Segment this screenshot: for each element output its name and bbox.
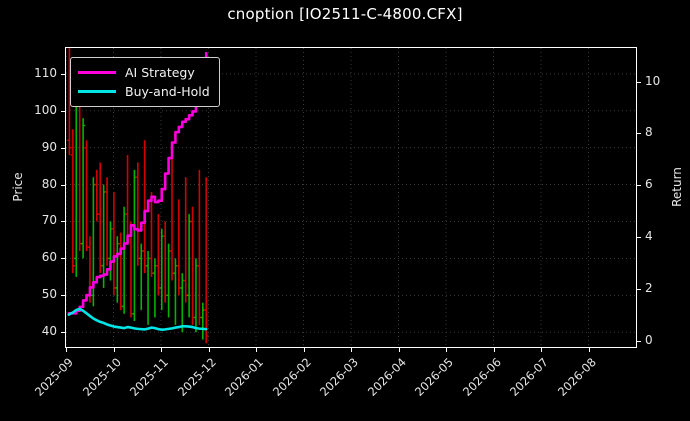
ohlc-bar xyxy=(169,147,175,281)
chart-legend: AI Strategy Buy-and-Hold xyxy=(70,57,220,107)
ohlc-bar xyxy=(108,221,113,281)
y-axis-right-tick-label: 0 xyxy=(645,332,653,347)
ohlc-bar xyxy=(204,177,209,344)
ohlc-bar xyxy=(121,206,127,314)
ohlc-bar xyxy=(111,191,117,296)
x-axis-tick xyxy=(446,348,447,352)
ohlc-bar xyxy=(118,232,123,311)
x-axis-tick-label: 2025-09 xyxy=(32,355,76,399)
y-axis-right-tick-label: 8 xyxy=(645,125,653,140)
x-axis-tick xyxy=(113,348,115,352)
ohlc-bar xyxy=(183,177,188,303)
ohlc-bar xyxy=(142,140,147,274)
x-axis-tick xyxy=(398,348,400,352)
ohlc-bar xyxy=(173,258,178,325)
legend-swatch-buy-and-hold xyxy=(78,90,116,93)
y-axis-left-tick xyxy=(61,147,65,149)
y-axis-left-tick xyxy=(61,332,65,334)
series-line-ai-strategy xyxy=(67,51,208,315)
legend-swatch-ai-strategy xyxy=(78,71,116,74)
y-axis-right-tick xyxy=(637,81,641,83)
ohlc-bar xyxy=(176,199,182,296)
plot-canvas xyxy=(66,48,636,347)
y-axis-left-tick-label: 50 xyxy=(41,287,57,302)
y-axis-right-tick xyxy=(637,185,641,187)
x-axis-tick-label: 2026-08 xyxy=(554,355,599,399)
ohlc-bar xyxy=(80,118,86,259)
y-axis-right-tick xyxy=(637,288,641,290)
y-axis-right-tick-label: 6 xyxy=(645,177,653,192)
x-axis-tick-label: 2025-11 xyxy=(127,355,171,399)
legend-label-ai-strategy: AI Strategy xyxy=(125,65,195,80)
ohlc-bar xyxy=(166,243,171,318)
ohlc-bar xyxy=(149,191,154,277)
y-axis-left-tick-label: 100 xyxy=(34,102,57,117)
ohlc-bar xyxy=(190,206,195,325)
x-axis-tick xyxy=(588,348,590,352)
ohlc-bar xyxy=(98,162,103,274)
ohlc-bar xyxy=(156,214,161,296)
y-axis-left-tick-label: 90 xyxy=(41,139,57,154)
ohlc-bar xyxy=(152,258,158,318)
y-axis-left-tick xyxy=(61,73,65,75)
y-axis-left-tick xyxy=(61,110,65,112)
ohlc-bar xyxy=(139,243,144,311)
y-axis-right-tick xyxy=(637,236,641,238)
y-axis-right-tick xyxy=(637,133,641,135)
y-axis-left-tick-label: 60 xyxy=(41,250,57,265)
x-axis-tick xyxy=(493,348,495,352)
x-axis-tick xyxy=(66,348,67,352)
legend-item-ai-strategy: AI Strategy xyxy=(78,63,210,82)
ohlc-bar xyxy=(162,221,168,303)
legend-item-buy-and-hold: Buy-and-Hold xyxy=(78,82,210,101)
y-axis-right-tick-label: 4 xyxy=(645,228,653,243)
y-axis-left-tick xyxy=(61,184,65,186)
x-axis-tick-label: 2026-05 xyxy=(412,355,456,399)
ohlc-bar xyxy=(84,140,89,252)
y-axis-left-tick-label: 70 xyxy=(41,213,57,228)
x-axis-tick-label: 2026-04 xyxy=(364,355,409,399)
ohlc-bar xyxy=(125,155,130,244)
ohlc-bar xyxy=(132,169,137,322)
x-axis-tick xyxy=(303,348,305,352)
x-axis-tick xyxy=(541,348,542,352)
y-axis-right-tick-label: 2 xyxy=(645,280,653,295)
y-axis-left-tick xyxy=(61,258,65,260)
x-axis-tick xyxy=(256,348,257,352)
y-axis-right-tick-label: 10 xyxy=(645,73,661,88)
x-axis-tick-label: 2025-10 xyxy=(79,355,124,399)
ohlc-bar xyxy=(67,48,72,156)
series-line-buy-and-hold xyxy=(67,307,208,331)
x-axis-tick xyxy=(161,348,162,352)
x-axis-tick-label: 2026-06 xyxy=(459,355,504,399)
x-axis-tick xyxy=(208,348,210,352)
chart-title: cnoption [IO2511-C-4800.CFX] xyxy=(227,5,463,23)
ohlc-bar xyxy=(145,251,151,325)
x-axis-tick-label: 2026-03 xyxy=(317,355,361,399)
ohlc-bar xyxy=(70,129,76,274)
y-axis-left-tick-label: 40 xyxy=(41,324,57,339)
y-axis-left-tick xyxy=(61,221,65,223)
ohlc-bar xyxy=(200,302,205,340)
ohlc-bar xyxy=(159,228,164,311)
x-axis-tick xyxy=(351,348,352,352)
y-axis-right-tick xyxy=(637,340,641,342)
x-axis-tick-label: 2026-01 xyxy=(222,355,266,399)
ohlc-bar xyxy=(186,214,192,318)
ohlc-bar xyxy=(180,273,185,333)
ohlc-bar xyxy=(135,162,141,266)
x-axis-tick-label: 2025-12 xyxy=(174,355,219,399)
y-axis-left-tick-label: 80 xyxy=(41,176,57,191)
y-axis-left-tick xyxy=(61,295,65,297)
ohlc-bar xyxy=(104,177,110,266)
ohlc-bar xyxy=(115,236,120,303)
legend-label-buy-and-hold: Buy-and-Hold xyxy=(125,84,210,99)
ohlc-bar xyxy=(197,169,202,325)
x-axis-tick-label: 2026-07 xyxy=(507,355,551,399)
x-axis-tick-label: 2026-02 xyxy=(269,355,314,399)
y-axis-left-tick-label: 110 xyxy=(34,65,57,80)
ohlc-bar xyxy=(101,184,106,288)
